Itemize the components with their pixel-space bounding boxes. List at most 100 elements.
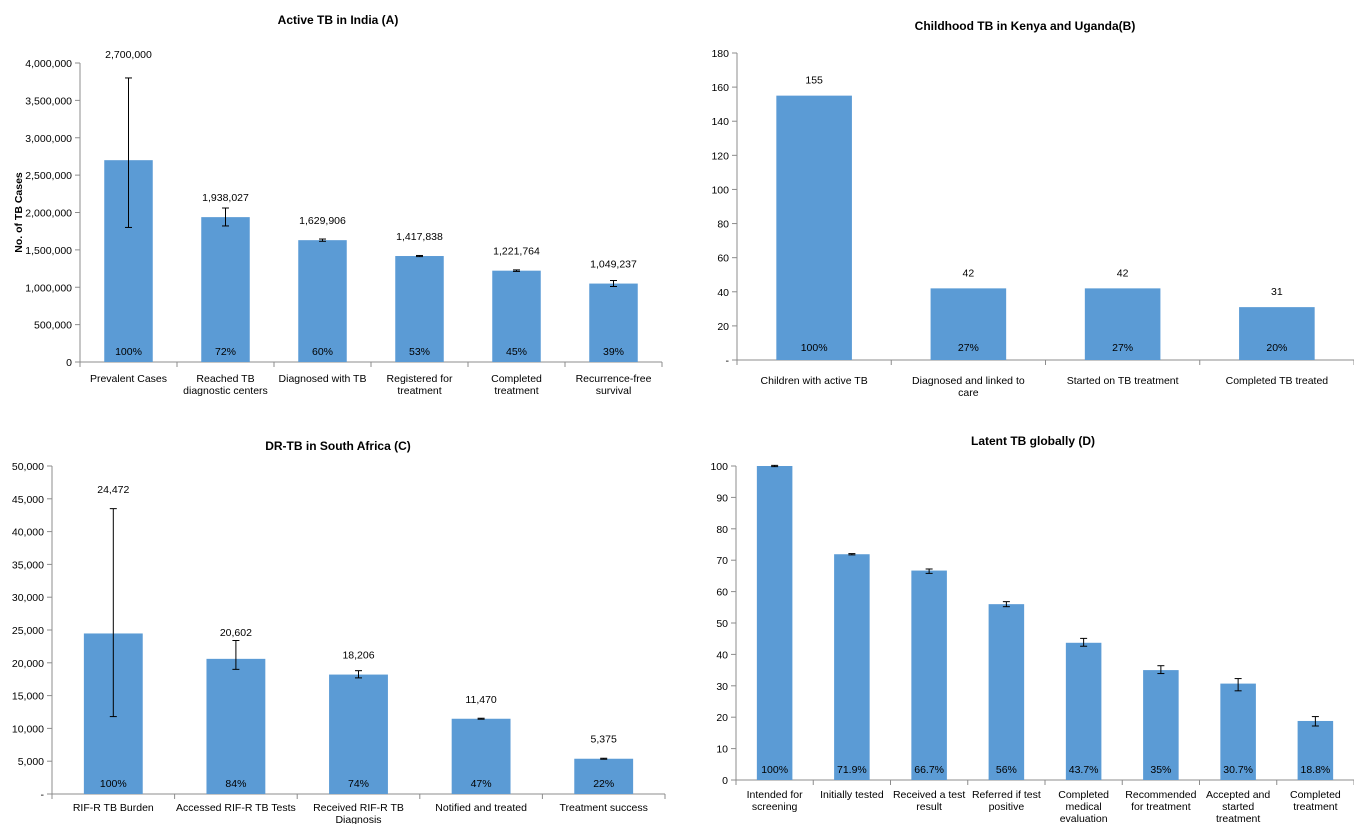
chart-c-y-tick-label: 35,000 <box>12 559 44 571</box>
chart-c-category-label: Received RIF-R TB <box>313 802 404 814</box>
chart-c-y-tick-label: 20,000 <box>12 658 44 670</box>
chart-b-percent-label: 20% <box>1266 342 1287 354</box>
chart-c-category-label: RIF-R TB Burden <box>73 802 154 814</box>
chart-b-y-tick-label: 180 <box>711 48 729 60</box>
chart-a-percent-label: 53% <box>409 346 430 358</box>
chart-a-y-tick-label: 0 <box>66 357 72 369</box>
chart-d-y-tick-label: 70 <box>716 555 728 567</box>
chart-d-bar <box>988 604 1025 780</box>
chart-a-value-label: 1,221,764 <box>493 246 540 258</box>
chart-a-bar <box>298 240 347 362</box>
chart-a-category-label: Prevalent Cases <box>90 373 167 385</box>
chart-d-y-tick-label: 10 <box>716 744 728 756</box>
chart-b-category-label: Children with active TB <box>761 375 868 387</box>
chart-d-y-tick-label: 90 <box>716 492 728 504</box>
chart-c-category-label: Notified and treated <box>435 802 527 814</box>
chart-d-bar <box>1297 720 1334 780</box>
chart-a-percent-label: 72% <box>215 346 236 358</box>
chart-a-y-tick-label: 4,000,000 <box>25 58 72 70</box>
chart-c-y-tick-label: 10,000 <box>12 723 44 735</box>
chart-b-bar <box>1239 307 1315 360</box>
chart-a-y-tick-label: 3,500,000 <box>25 95 72 107</box>
chart-c-value-label: 18,206 <box>342 650 374 662</box>
chart-b-value-label: 31 <box>1271 286 1283 298</box>
chart-a-category-label: diagnostic centers <box>183 385 268 397</box>
chart-d-category-label: Received a test <box>893 789 965 801</box>
chart-a-category-label: treatment <box>494 385 538 397</box>
chart-a-value-label: 1,417,838 <box>396 231 443 243</box>
chart-d-category-label: result <box>916 801 942 813</box>
chart-d-category-label: evaluation <box>1060 813 1108 824</box>
chart-a-category-label: survival <box>596 385 632 397</box>
chart-b-y-tick-label: - <box>726 355 730 367</box>
chart-c-bar <box>574 758 634 794</box>
chart-a-value-label: 1,629,906 <box>299 215 346 227</box>
chart-b-value-label: 155 <box>805 75 823 87</box>
chart-b-y-tick-label: 140 <box>711 116 729 128</box>
chart-c-bar <box>329 674 388 794</box>
chart-d-y-tick-label: 50 <box>716 618 728 630</box>
chart-d-percent-label: 43.7% <box>1069 764 1099 776</box>
chart-b-bar <box>930 288 1007 360</box>
chart-c-value-label: 5,375 <box>591 734 617 746</box>
chart-c-y-tick-label: 40,000 <box>12 527 44 539</box>
chart-b-title: Childhood TB in Kenya and Uganda(B) <box>915 19 1136 33</box>
chart-a-percent-label: 39% <box>603 346 624 358</box>
chart-d-category-label: positive <box>989 801 1025 813</box>
chart-d-percent-label: 71.9% <box>837 764 867 776</box>
chart-d-percent-label: 56% <box>996 764 1017 776</box>
chart-d-category-label: Recommended <box>1125 789 1196 801</box>
chart-a-value-label: 1,938,027 <box>202 192 249 204</box>
chart-d-bar <box>756 466 793 780</box>
chart-c-y-tick-label: 50,000 <box>12 461 44 473</box>
chart-a-y-tick-label: 3,000,000 <box>25 133 72 145</box>
chart-b-percent-label: 100% <box>801 342 828 354</box>
chart-c-percent-label: 74% <box>348 778 369 790</box>
chart-a-category-label: Completed <box>491 373 542 385</box>
chart-a-y-tick-label: 2,500,000 <box>25 170 72 182</box>
chart-d-category-label: medical <box>1066 801 1102 813</box>
chart-c-y-tick-label: 15,000 <box>12 691 44 703</box>
chart-d-y-tick-label: 100 <box>710 461 728 473</box>
chart-c-category-label: Accessed RIF-R TB Tests <box>176 802 296 814</box>
chart-c-category-label: Treatment success <box>560 802 648 814</box>
chart-a-bar <box>395 256 444 362</box>
chart-d-percent-label: 18.8% <box>1300 764 1330 776</box>
chart-d-category-label: Referred if test <box>972 789 1041 801</box>
chart-d-category-label: Initially tested <box>820 789 884 801</box>
chart-d-y-tick-label: 80 <box>716 524 728 536</box>
chart-a-title: Active TB in India (A) <box>278 13 399 27</box>
chart-d-category-label: treatment <box>1216 813 1260 824</box>
chart-d-percent-label: 100% <box>761 764 788 776</box>
chart-c-value-label: 20,602 <box>220 627 252 639</box>
chart-d-bar <box>834 554 870 780</box>
chart-d-y-tick-label: 0 <box>722 775 728 787</box>
chart-b-y-tick-label: 20 <box>717 321 729 333</box>
chart-c-percent-label: 100% <box>100 778 127 790</box>
chart-d-category-label: treatment <box>1293 801 1337 813</box>
chart-d-title: Latent TB globally (D) <box>971 434 1095 448</box>
chart-a-bar <box>201 217 250 362</box>
chart-c-percent-label: 47% <box>471 778 492 790</box>
chart-d-bar <box>1220 683 1256 780</box>
chart-a-ylabel: No. of TB Cases <box>13 172 25 253</box>
chart-a-y-tick-label: 2,000,000 <box>25 208 72 220</box>
chart-a-percent-label: 60% <box>312 346 333 358</box>
chart-b-category-label: Started on TB treatment <box>1067 375 1179 387</box>
chart-b-value-label: 42 <box>1117 267 1129 279</box>
chart-c-y-tick-label: - <box>41 789 45 801</box>
chart-b-percent-label: 27% <box>1112 342 1133 354</box>
chart-b-value-label: 42 <box>963 267 975 279</box>
chart-d-y-tick-label: 30 <box>716 681 728 693</box>
chart-d-bar <box>911 570 947 780</box>
chart-b-y-tick-label: 100 <box>711 184 729 196</box>
chart-b-bar <box>1084 288 1161 360</box>
chart-d-percent-label: 35% <box>1150 764 1171 776</box>
chart-a-y-tick-label: 1,000,000 <box>25 282 72 294</box>
chart-a-value-label: 1,049,237 <box>590 259 637 271</box>
chart-a-value-label: 2,700,000 <box>105 49 152 61</box>
chart-d-y-tick-label: 60 <box>716 587 728 599</box>
chart-b-category-label: Completed TB treated <box>1226 375 1329 387</box>
